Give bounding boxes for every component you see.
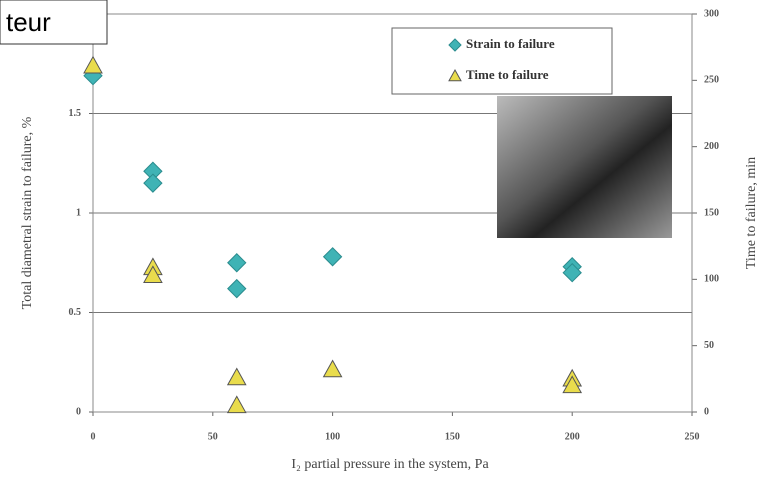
- y-tick-label: 0: [76, 406, 81, 417]
- triangle-marker: [228, 369, 246, 385]
- diamond-marker: [228, 254, 246, 272]
- overlay-text: teur: [6, 7, 51, 37]
- y2-tick-label: 150: [704, 207, 719, 218]
- y2-tick-label: 300: [704, 8, 719, 19]
- x-tick-label: 0: [91, 431, 96, 442]
- y-tick-label: 1.5: [69, 108, 82, 119]
- x-axis-title: I₂ partial pressure in the system, Pa: [291, 457, 489, 472]
- y-axis-title: Total diametral strain to failure, %: [20, 116, 35, 309]
- x-tick-label: 250: [685, 431, 700, 442]
- y-tick-label: 0.5: [69, 307, 82, 318]
- y-tick-label: 1: [76, 207, 81, 218]
- y2-tick-label: 100: [704, 274, 719, 285]
- y2-axis-title: Time to failure, min: [744, 157, 759, 269]
- y2-tick-label: 200: [704, 141, 719, 152]
- diamond-marker: [144, 174, 162, 192]
- y2-tick-label: 0: [704, 406, 709, 417]
- x-tick-label: 50: [208, 431, 218, 442]
- legend-label: Time to failure: [466, 67, 549, 82]
- triangle-marker: [228, 396, 246, 412]
- diamond-marker: [228, 280, 246, 298]
- inset-photo: [497, 96, 672, 238]
- x-tick-label: 150: [445, 431, 460, 442]
- diamond-marker: [324, 248, 342, 266]
- y2-tick-label: 50: [704, 340, 714, 351]
- y2-tick-label: 250: [704, 75, 719, 86]
- triangle-marker: [324, 361, 342, 377]
- chart: I₂ partial pressure in the system, Pa To…: [0, 0, 765, 479]
- triangle-marker: [84, 57, 102, 73]
- x-tick-label: 200: [565, 431, 580, 442]
- legend-label: Strain to failure: [466, 36, 555, 51]
- x-tick-label: 100: [325, 431, 340, 442]
